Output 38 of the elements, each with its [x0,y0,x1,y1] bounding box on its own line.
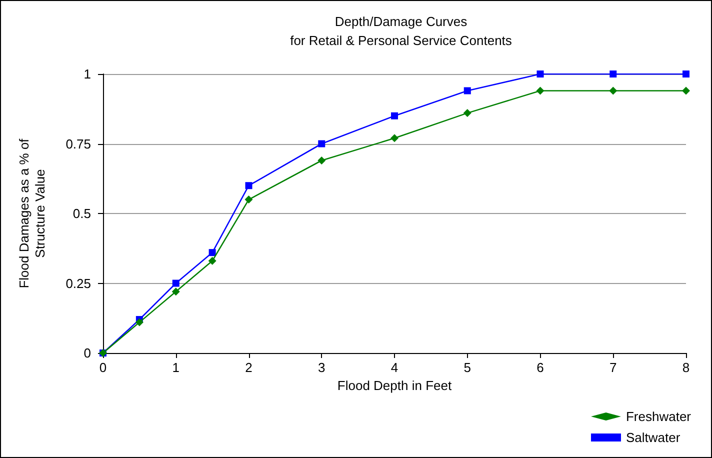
point [245,182,252,190]
x-tick-label: 6 [536,360,544,375]
x-tick-label: 2 [245,360,252,375]
y-tick-label: 0.75 [66,136,91,152]
point [135,318,144,326]
point [536,70,544,78]
x-tick-label: 3 [318,360,326,375]
point [536,86,544,95]
y-axis-title: Flood Damages as a % of Structure Value [16,138,48,288]
point [318,140,326,148]
legend-label: Saltwater [626,430,681,445]
y-tick-label: 0.25 [66,276,91,291]
point [172,288,180,296]
point [682,70,690,78]
point [391,112,398,120]
point [244,196,253,204]
y-tick-label: 0 [84,346,91,360]
x-tick-label: 1 [172,360,180,375]
point [682,86,690,95]
x-tick-label: 8 [682,360,690,375]
point [208,256,216,265]
chart-title: Depth/Damage Curves for Retail & Personal Service Contents [290,14,512,48]
point [610,70,617,78]
x-axis-title: Flood Depth in Feet [337,378,452,393]
y-tick-label: 0.5 [72,206,91,221]
point [463,109,472,118]
point [390,134,398,142]
point [172,280,180,287]
x-tick-label: 0 [99,360,107,375]
point [318,156,326,164]
y-tick-label: 1 [84,66,91,82]
point [208,249,216,256]
x-tick-label: 5 [464,360,471,375]
x-tick-label: 7 [610,360,617,375]
x-tick-label: 4 [390,360,398,375]
point [609,86,618,95]
legend-label: Freshwater [626,409,692,424]
point [464,87,471,94]
